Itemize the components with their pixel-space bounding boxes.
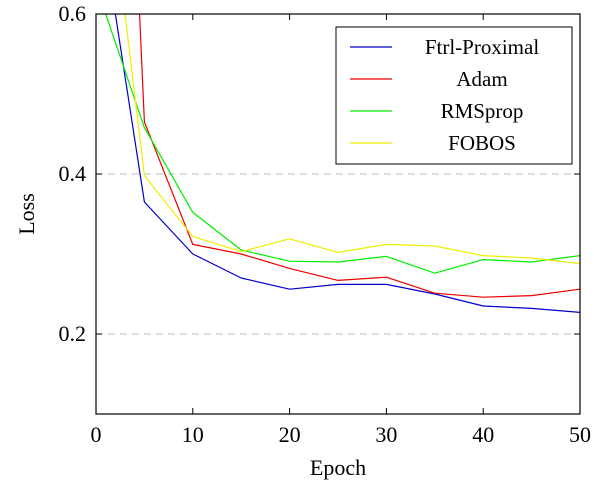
plot-frame bbox=[95, 13, 581, 415]
y-axis-label: Loss bbox=[14, 193, 39, 235]
y-tick-label-2: 0.6 bbox=[59, 1, 87, 26]
x-tick-label-4: 40 bbox=[472, 422, 494, 447]
series-group bbox=[105, 14, 580, 313]
series-line-rmsprop bbox=[105, 14, 580, 274]
y-tick-label-1: 0.4 bbox=[59, 161, 87, 186]
y-tick-label-0: 0.2 bbox=[59, 321, 87, 346]
series-line-adam bbox=[138, 14, 580, 298]
series-line-ftrl-proximal bbox=[114, 14, 580, 313]
x-tick-label-0: 0 bbox=[91, 422, 102, 447]
x-tick-label-5: 50 bbox=[569, 422, 591, 447]
x-tick-label-2: 20 bbox=[279, 422, 301, 447]
series-lines bbox=[105, 14, 580, 313]
x-axis-label: Epoch bbox=[310, 455, 366, 480]
legend-label-rmsprop: RMSprop bbox=[441, 99, 524, 123]
x-tick-label-3: 30 bbox=[375, 422, 397, 447]
x-tick-label-1: 10 bbox=[182, 422, 204, 447]
axis-ticks: 0 10 20 30 40 50 0.2 0.4 0.6 bbox=[59, 1, 592, 447]
legend-label-adam: Adam bbox=[456, 67, 507, 91]
legend: Ftrl-Proximal Adam RMSprop FOBOS bbox=[335, 26, 573, 165]
legend-label-fobos: FOBOS bbox=[448, 131, 516, 155]
series-line-fobos bbox=[124, 14, 580, 265]
gridlines bbox=[96, 173, 580, 335]
legend-box bbox=[335, 26, 573, 165]
legend-label-ftrl-proximal: Ftrl-Proximal bbox=[425, 35, 539, 59]
